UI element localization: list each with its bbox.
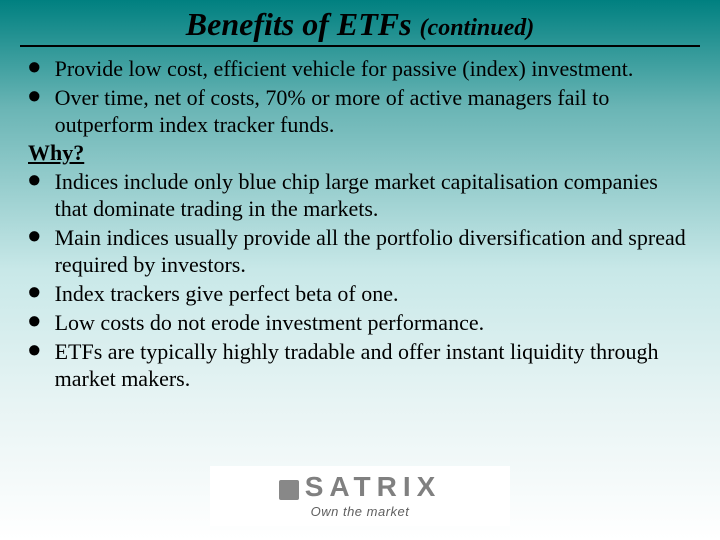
bullet-text: Low costs do not erode investment perfor… xyxy=(55,309,692,336)
logo-tagline: Own the market xyxy=(311,504,410,519)
bullet-text: Indices include only blue chip large mar… xyxy=(55,168,692,222)
bullet-item: • Main indices usually provide all the p… xyxy=(28,224,692,278)
logo-row: SATRIX xyxy=(279,473,442,502)
bullet-text: Over time, net of costs, 70% or more of … xyxy=(55,84,692,138)
logo-area: SATRIX Own the market xyxy=(210,466,510,526)
bullet-text: Main indices usually provide all the por… xyxy=(55,224,692,278)
bullet-icon: • xyxy=(28,224,41,248)
slide-title: Benefits of ETFs (continued) xyxy=(20,0,700,47)
bullet-text: Index trackers give perfect beta of one. xyxy=(55,280,692,307)
bullet-icon: • xyxy=(28,84,41,108)
bullet-item: • Provide low cost, efficient vehicle fo… xyxy=(28,55,692,82)
logo-mark-icon xyxy=(279,480,299,500)
title-main: Benefits of ETFs xyxy=(186,6,420,42)
why-heading: Why? xyxy=(28,140,692,166)
title-continued: (continued) xyxy=(420,15,535,41)
bullet-item: • Indices include only blue chip large m… xyxy=(28,168,692,222)
logo-name: SATRIX xyxy=(305,471,442,502)
bullet-text: Provide low cost, efficient vehicle for … xyxy=(55,55,692,82)
bullet-item: • Low costs do not erode investment perf… xyxy=(28,309,692,336)
bullet-item: • Over time, net of costs, 70% or more o… xyxy=(28,84,692,138)
bullet-item: • ETFs are typically highly tradable and… xyxy=(28,338,692,392)
slide-content: • Provide low cost, efficient vehicle fo… xyxy=(0,55,720,392)
bullet-icon: • xyxy=(28,168,41,192)
bullet-item: • Index trackers give perfect beta of on… xyxy=(28,280,692,307)
bullet-icon: • xyxy=(28,338,41,362)
bullet-text: ETFs are typically highly tradable and o… xyxy=(55,338,692,392)
